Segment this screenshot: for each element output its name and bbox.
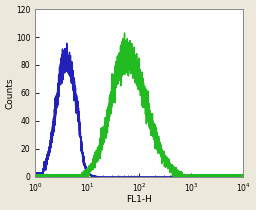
X-axis label: FL1-H: FL1-H <box>126 196 152 205</box>
Y-axis label: Counts: Counts <box>6 77 15 109</box>
